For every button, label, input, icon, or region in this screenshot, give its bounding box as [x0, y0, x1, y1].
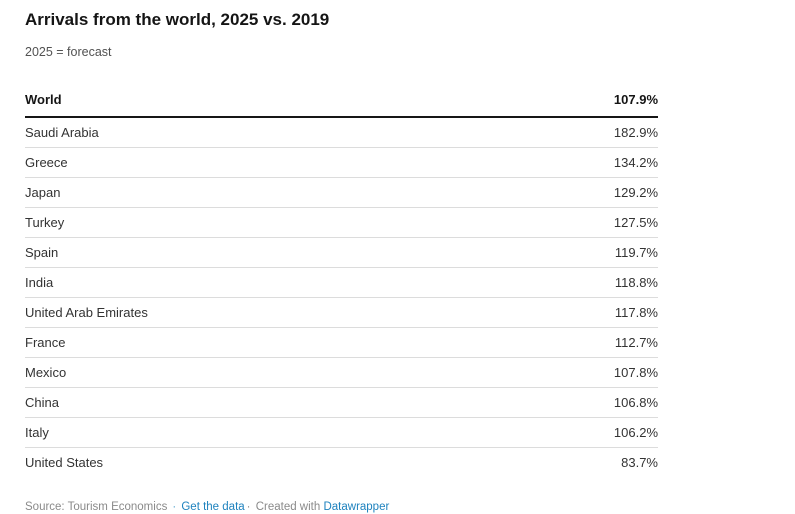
- value-cell: 182.9%: [490, 117, 658, 148]
- value-cell: 117.8%: [490, 297, 658, 328]
- table-body: Saudi Arabia 182.9% Greece 134.2% Japan …: [25, 117, 658, 477]
- header-world-label: World: [25, 86, 491, 118]
- datawrapper-chart: Arrivals from the world, 2025 vs. 2019 2…: [25, 9, 658, 514]
- table-row: Mexico 107.8%: [25, 357, 658, 388]
- country-cell: France: [25, 327, 491, 358]
- country-cell: Saudi Arabia: [25, 117, 491, 148]
- table-row: India 118.8%: [25, 267, 658, 298]
- created-with-label: Created with: [255, 501, 321, 513]
- value-cell: 83.7%: [621, 455, 658, 470]
- country-cell: Turkey: [25, 207, 491, 238]
- value-cell: 134.2%: [490, 147, 658, 178]
- value-cell: 112.7%: [490, 327, 658, 358]
- get-the-data-link[interactable]: Get the data: [181, 501, 245, 513]
- table-header-row: World 107.9%: [25, 86, 658, 118]
- value-cell: 119.7%: [490, 237, 658, 268]
- table-row: China 106.8%: [25, 387, 658, 418]
- header-world-value: 107.9%: [490, 86, 658, 118]
- value-cell: 106.2%: [490, 417, 658, 448]
- datawrapper-link[interactable]: Datawrapper: [323, 501, 390, 513]
- chart-subtitle: 2025 = forecast: [25, 45, 112, 59]
- country-cell: Italy: [25, 417, 491, 448]
- value-cell: 107.8%: [490, 357, 658, 388]
- country-cell: United States: [25, 455, 104, 470]
- country-cell: Japan: [25, 177, 491, 208]
- table-row: Spain 119.7%: [25, 237, 658, 268]
- value-cell: 106.8%: [490, 387, 658, 418]
- country-cell: United Arab Emirates: [25, 297, 491, 328]
- value-cell: 118.8%: [490, 267, 658, 298]
- table-row: Japan 129.2%: [25, 177, 658, 208]
- country-cell: China: [25, 387, 491, 418]
- country-cell: Greece: [25, 147, 491, 178]
- table-header: World 107.9%: [25, 86, 658, 118]
- table-row: United States 83.7%: [25, 448, 658, 478]
- table-row: Italy 106.2%: [25, 417, 658, 448]
- table-row: Turkey 127.5%: [25, 207, 658, 238]
- value-cell: 129.2%: [490, 177, 658, 208]
- table-row: France 112.7%: [25, 327, 658, 358]
- country-cell: India: [25, 267, 491, 298]
- chart-footer: Source: Tourism Economics · Get the data ·…: [25, 500, 658, 514]
- page-title: Arrivals from the world, 2025 vs. 2019: [25, 10, 330, 29]
- footer-separator: ·: [246, 501, 251, 513]
- source-label: Source: Tourism Economics: [25, 501, 168, 513]
- footer-separator: ·: [172, 501, 177, 513]
- table-row: Saudi Arabia 182.9%: [25, 117, 658, 148]
- table-row: Greece 134.2%: [25, 147, 658, 178]
- arrivals-table: World 107.9% Saudi Arabia 182.9% Greece …: [25, 86, 658, 477]
- country-cell: Spain: [25, 237, 491, 268]
- country-cell: Mexico: [25, 357, 491, 388]
- table-row: United Arab Emirates 117.8%: [25, 297, 658, 328]
- value-cell: 127.5%: [490, 207, 658, 238]
